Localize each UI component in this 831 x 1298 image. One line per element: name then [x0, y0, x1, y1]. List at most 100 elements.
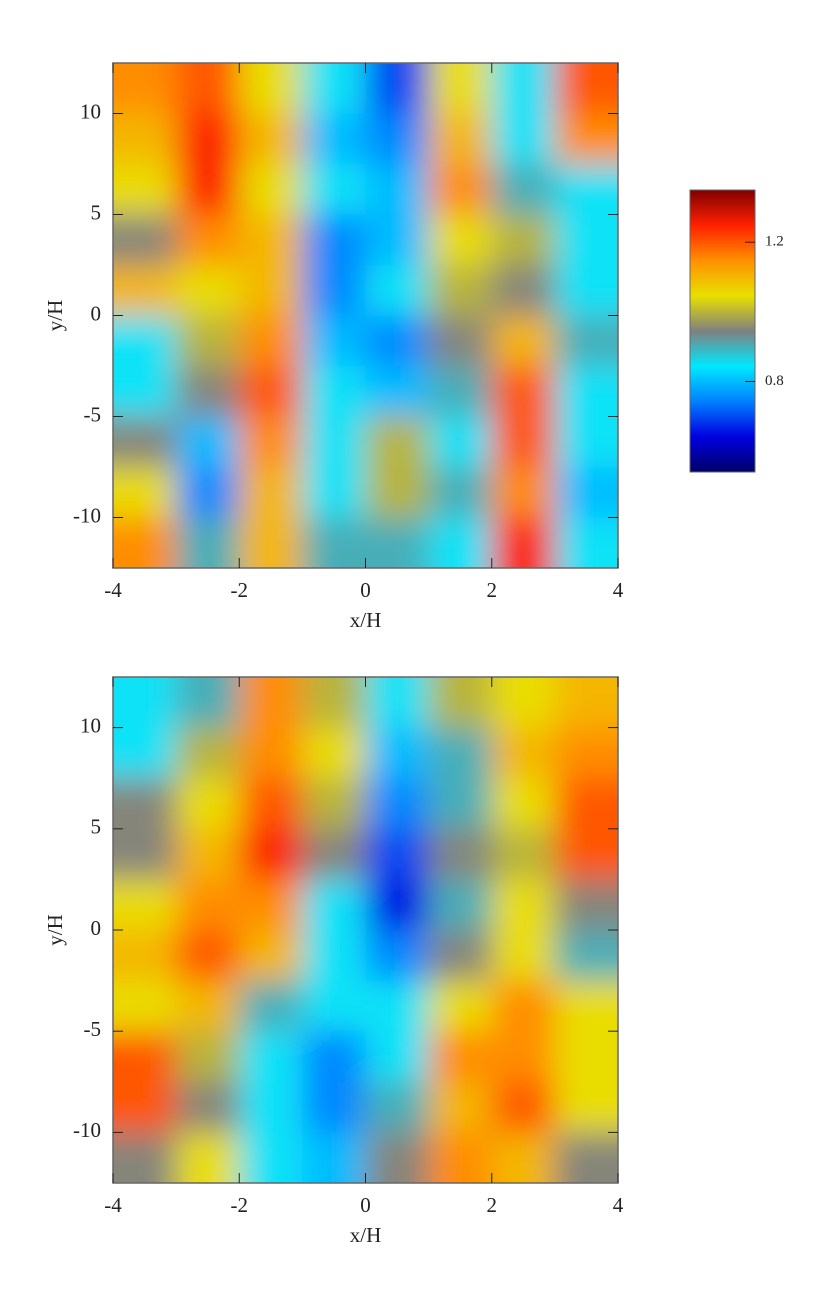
y-tick-label: 10 — [80, 99, 101, 123]
heatmap-cell — [239, 315, 304, 367]
heatmap-cell — [176, 677, 241, 729]
x-tick-label: 2 — [487, 1193, 498, 1217]
heatmap-cell — [365, 980, 430, 1033]
heatmap-cell — [239, 164, 304, 216]
heatmap-cell — [491, 828, 556, 881]
heatmap-cell — [428, 214, 493, 266]
heatmap-cell — [491, 1031, 556, 1083]
heatmap-cell — [176, 265, 241, 317]
heatmap-cell — [113, 677, 178, 729]
heatmap-cell — [491, 315, 556, 367]
heatmap-cell — [554, 727, 618, 780]
heatmap-cell — [239, 980, 304, 1033]
heatmap-cell — [239, 467, 304, 519]
heatmap-area — [113, 677, 618, 1183]
y-tick-label: -10 — [73, 1118, 101, 1142]
heatmap-cell — [428, 879, 493, 931]
heatmap-cell — [554, 517, 618, 568]
x-tick-label: 4 — [613, 1193, 624, 1217]
heatmap-cell — [239, 366, 304, 418]
heatmap-cell — [113, 930, 178, 982]
x-axis-label: x/H — [350, 1223, 382, 1247]
heatmap-cell — [176, 315, 241, 367]
heatmap-cell — [176, 113, 241, 165]
heatmap-cell — [302, 1031, 367, 1083]
heatmap-cell — [365, 214, 430, 266]
x-tick-label: -4 — [104, 578, 122, 602]
heatmap-cell — [554, 1031, 618, 1083]
heatmap-cell — [491, 113, 556, 165]
heatmap-cell — [365, 416, 430, 468]
heatmap-cell — [176, 828, 241, 881]
heatmap-cell — [428, 778, 493, 830]
heatmap-cell — [302, 778, 367, 830]
x-tick-label: 4 — [613, 578, 624, 602]
heatmap-cell — [239, 214, 304, 266]
y-tick-label: -5 — [84, 1017, 102, 1041]
heatmap-cell — [302, 315, 367, 367]
heatmap-cell — [428, 63, 493, 115]
heatmap-cell — [302, 63, 367, 115]
heatmap-cell — [239, 1132, 304, 1183]
heatmap-cell — [302, 828, 367, 881]
heatmap-cell — [302, 1132, 367, 1183]
heatmap-cell — [302, 416, 367, 468]
heatmap-cell — [113, 265, 178, 317]
heatmap-cell — [365, 930, 430, 982]
heatmap-cell — [113, 1031, 178, 1083]
y-tick-label: 5 — [91, 200, 102, 224]
heatmap-cell — [239, 1081, 304, 1134]
heatmap-cell — [428, 467, 493, 519]
heatmap-cell — [365, 727, 430, 780]
heatmap-cell — [491, 980, 556, 1033]
colorbar-tick-label: 0.8 — [765, 373, 784, 389]
heatmap-cell — [113, 315, 178, 367]
heatmap-cell — [239, 930, 304, 982]
heatmap-cell — [491, 467, 556, 519]
y-tick-label: 0 — [91, 301, 102, 325]
heatmap-cell — [239, 778, 304, 830]
x-tick-label: -2 — [231, 1193, 249, 1217]
heatmap-cell — [176, 164, 241, 216]
heatmap-cell — [491, 164, 556, 216]
heatmap-cell — [113, 366, 178, 418]
heatmap-cell — [365, 517, 430, 568]
heatmap-cell — [113, 63, 178, 115]
heatmap-cell — [239, 416, 304, 468]
heatmap-cell — [428, 113, 493, 165]
heatmap-cell — [113, 980, 178, 1033]
heatmap-cell — [239, 113, 304, 165]
heatmap-cell — [554, 980, 618, 1033]
heatmap-cell — [302, 113, 367, 165]
heatmap-area — [113, 63, 618, 568]
heatmap-cell — [302, 467, 367, 519]
heatmap-cell — [554, 315, 618, 367]
heatmap-cell — [239, 727, 304, 780]
y-tick-label: -5 — [84, 402, 102, 426]
heatmap-cell — [491, 677, 556, 729]
heatmap-cell — [302, 1081, 367, 1134]
heatmap-cell — [491, 930, 556, 982]
heatmap-cell — [365, 164, 430, 216]
heatmap-cell — [554, 63, 618, 115]
heatmap-cell — [176, 214, 241, 266]
heatmap-cell — [428, 828, 493, 881]
heatmap-cell — [365, 467, 430, 519]
x-tick-label: 2 — [487, 578, 498, 602]
heatmap-cell — [239, 265, 304, 317]
x-tick-label: -4 — [104, 1193, 122, 1217]
heatmap-cell — [428, 416, 493, 468]
heatmap-cell — [176, 366, 241, 418]
heatmap-cell — [113, 828, 178, 881]
heatmap-cell — [428, 930, 493, 982]
heatmap-cell — [428, 366, 493, 418]
y-tick-label: 5 — [91, 815, 102, 839]
heatmap-cell — [239, 1031, 304, 1083]
heatmap-cell — [176, 467, 241, 519]
heatmap-cell — [554, 164, 618, 216]
y-axis-label: y/H — [43, 300, 67, 332]
heatmap-cell — [554, 366, 618, 418]
heatmap-cell — [113, 778, 178, 830]
heatmap-cell — [302, 677, 367, 729]
heatmap-cell — [365, 1132, 430, 1183]
